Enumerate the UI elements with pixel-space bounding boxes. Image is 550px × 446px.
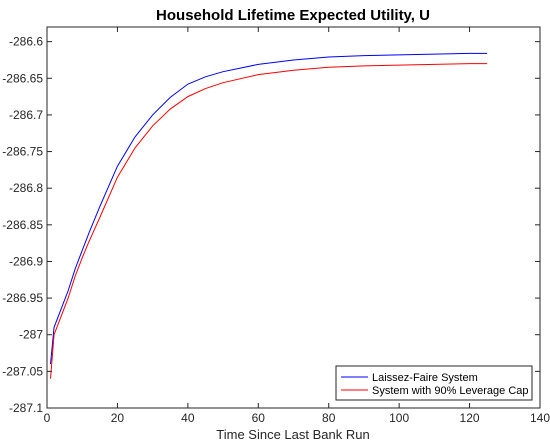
chart-title: Household Lifetime Expected Utility, U — [156, 7, 430, 24]
y-tick-label: -286.65 — [2, 71, 43, 85]
legend-label: System with 90% Leverage Cap — [372, 385, 529, 397]
y-ticks: -287.1 -287.05 -287 -286.95 -286.9 -286.85 -28… — [2, 35, 540, 415]
series-line-2 — [50, 63, 488, 379]
y-tick-label: -287 — [19, 328, 43, 342]
y-tick-label: -286.9 — [9, 254, 43, 268]
x-tick-label: 60 — [252, 411, 266, 425]
x-tick-label: 120 — [460, 411, 480, 425]
legend-label: Laissez-Faire System — [372, 372, 478, 384]
y-tick-label: -286.95 — [2, 291, 43, 305]
x-tick-label: 40 — [181, 411, 195, 425]
y-tick-label: -286.85 — [2, 218, 43, 232]
x-tick-label: 20 — [111, 411, 125, 425]
plot-frame — [46, 26, 541, 409]
y-tick-label: -286.75 — [2, 145, 43, 159]
y-tick-label: -286.8 — [9, 181, 43, 195]
x-ticks: 0 20 40 60 80 100 120 140 — [44, 27, 550, 425]
y-tick-label: -286.6 — [9, 35, 43, 49]
x-tick-label: 80 — [322, 411, 336, 425]
y-tick-label: -286.7 — [9, 108, 43, 122]
x-tick-label: 140 — [530, 411, 550, 425]
x-tick-label: 100 — [389, 411, 409, 425]
x-tick-label: 0 — [44, 411, 51, 425]
y-tick-label: -287.05 — [2, 364, 43, 378]
legend-box — [335, 365, 533, 401]
x-axis-label: Time Since Last Bank Run — [216, 427, 369, 442]
series-line-1 — [50, 52, 488, 365]
plot-lines — [50, 52, 488, 379]
y-tick-label: -287.1 — [9, 401, 43, 415]
